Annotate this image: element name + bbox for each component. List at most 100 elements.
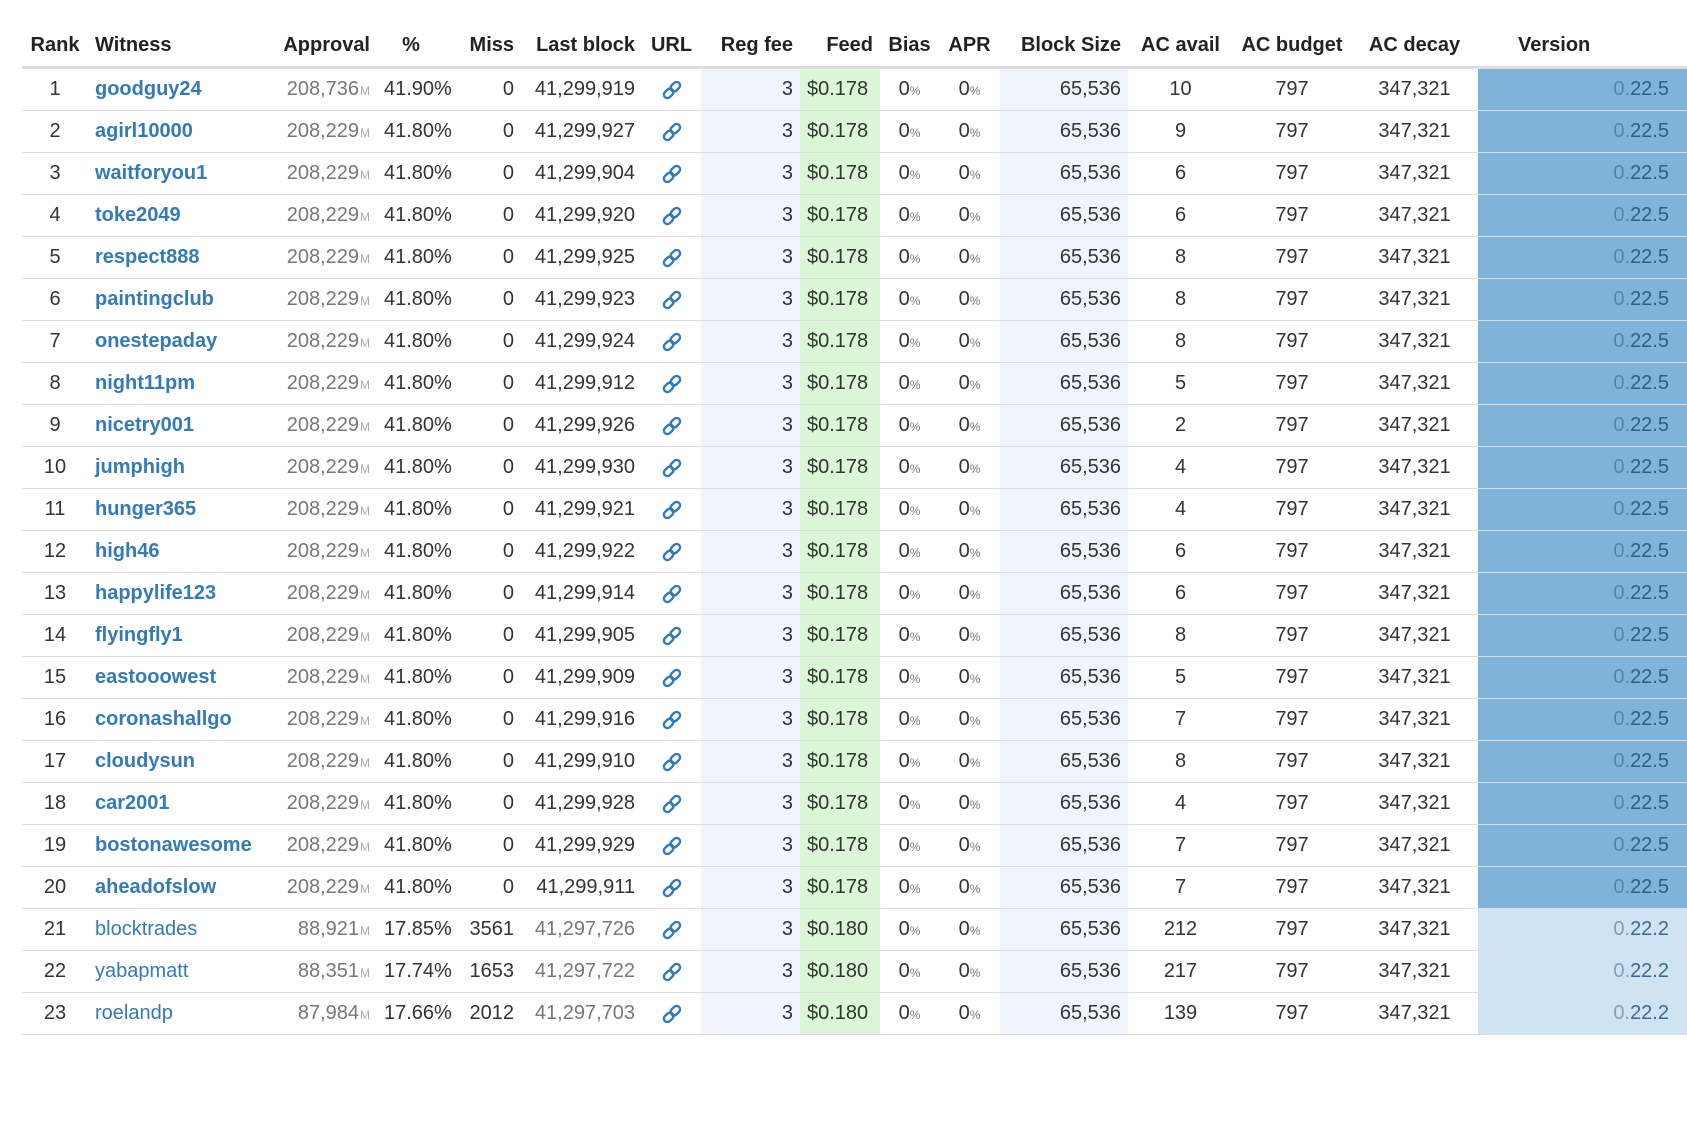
header-url[interactable]: URL [642, 24, 701, 69]
table-row: 22 yabapmatt 88,351M 17.74% 1653 41,297,… [22, 950, 1687, 993]
link-icon[interactable] [660, 414, 684, 438]
header-version[interactable]: Version [1478, 24, 1687, 69]
link-icon[interactable] [660, 792, 684, 816]
ac-avail-cell: 8 [1128, 278, 1233, 321]
witness-link[interactable]: waitforyou1 [95, 162, 208, 184]
table-row: 15 eastooowest 208,229M 41.80% 0 41,299,… [22, 656, 1687, 699]
apr-cell: 0% [939, 362, 1000, 405]
witness-link[interactable]: toke2049 [95, 204, 181, 226]
header-percent[interactable]: % [377, 24, 445, 69]
witness-link[interactable]: car2001 [95, 792, 170, 814]
witness-link[interactable]: high46 [95, 540, 160, 562]
link-icon[interactable] [660, 330, 684, 354]
header-ac-decay[interactable]: AC decay [1351, 24, 1478, 69]
header-reg-fee[interactable]: Reg fee [701, 24, 800, 69]
link-icon[interactable] [660, 120, 684, 144]
rank-cell: 7 [22, 320, 88, 363]
link-icon[interactable] [660, 666, 684, 690]
link-icon[interactable] [660, 246, 684, 270]
header-block-size[interactable]: Block Size [1000, 24, 1128, 69]
ac-budget-cell: 797 [1233, 404, 1351, 447]
link-icon[interactable] [660, 204, 684, 228]
header-apr[interactable]: APR [939, 24, 1000, 69]
witness-link[interactable]: coronashallgo [95, 708, 232, 730]
table-header: Rank Witness Approval % Miss Last block … [22, 24, 1687, 69]
miss-cell: 0 [445, 656, 521, 699]
witness-link[interactable]: roelandp [95, 1002, 173, 1024]
apr-value: 0 [958, 582, 970, 604]
header-witness[interactable]: Witness [88, 24, 268, 69]
link-icon[interactable] [660, 456, 684, 480]
link-icon[interactable] [660, 624, 684, 648]
witness-link[interactable]: blocktrades [95, 918, 198, 940]
header-ac-avail[interactable]: AC avail [1128, 24, 1233, 69]
witness-cell: nicetry001 [88, 404, 268, 447]
bias-unit: % [909, 294, 921, 308]
approval-value: 87,984 [297, 1002, 359, 1024]
link-icon[interactable] [660, 918, 684, 942]
witness-link[interactable]: bostonawesome [95, 834, 252, 856]
witness-link[interactable]: hunger365 [95, 498, 197, 520]
approval-unit: M [360, 168, 370, 182]
witness-link[interactable]: nicetry001 [95, 414, 194, 436]
table-row: 1 goodguy24 208,736M 41.90% 0 41,299,919… [22, 67, 1687, 111]
miss-cell: 0 [445, 782, 521, 825]
link-icon[interactable] [660, 960, 684, 984]
header-miss[interactable]: Miss [445, 24, 521, 69]
witness-table: Rank Witness Approval % Miss Last block … [22, 24, 1687, 1035]
witness-link[interactable]: agirl10000 [95, 120, 193, 142]
apr-cell: 0% [939, 278, 1000, 321]
bias-unit: % [909, 462, 921, 476]
header-feed[interactable]: Feed [800, 24, 880, 69]
link-icon[interactable] [660, 876, 684, 900]
ac-budget-cell: 797 [1233, 824, 1351, 867]
percent-cell: 17.85% [377, 908, 452, 951]
last-block-cell: 41,299,923 [521, 278, 642, 321]
version-cell: 0.22.2 [1478, 908, 1687, 951]
header-approval[interactable]: Approval [268, 24, 377, 69]
approval-unit: M [360, 210, 370, 224]
miss-cell: 0 [445, 572, 521, 615]
link-icon[interactable] [660, 288, 684, 312]
witness-link[interactable]: aheadofslow [95, 876, 217, 898]
miss-cell: 0 [445, 362, 521, 405]
header-bias[interactable]: Bias [880, 24, 939, 69]
witness-link[interactable]: onestepaday [95, 330, 218, 352]
link-icon[interactable] [660, 162, 684, 186]
witness-link[interactable]: flyingfly1 [95, 624, 183, 646]
witness-link[interactable]: jumphigh [95, 456, 185, 478]
link-icon[interactable] [660, 372, 684, 396]
apr-value: 0 [958, 246, 970, 268]
link-icon[interactable] [660, 540, 684, 564]
witness-link[interactable]: paintingclub [95, 288, 214, 310]
header-last-block[interactable]: Last block [521, 24, 642, 69]
version-cell: 0.22.5 [1478, 782, 1687, 825]
witness-link[interactable]: happylife123 [95, 582, 217, 604]
link-icon[interactable] [660, 498, 684, 522]
link-icon[interactable] [660, 708, 684, 732]
bias-unit: % [909, 924, 921, 938]
witness-link[interactable]: eastooowest [95, 666, 217, 688]
link-icon[interactable] [660, 1002, 684, 1026]
percent-cell: 41.80% [377, 110, 452, 153]
url-cell [642, 866, 701, 909]
ac-avail-cell: 6 [1128, 572, 1233, 615]
version-cell: 0.22.5 [1478, 488, 1687, 531]
link-icon[interactable] [660, 582, 684, 606]
witness-link[interactable]: respect888 [95, 246, 200, 268]
link-icon[interactable] [660, 750, 684, 774]
witness-link[interactable]: goodguy24 [95, 78, 202, 100]
header-rank[interactable]: Rank [22, 24, 88, 69]
link-icon[interactable] [660, 834, 684, 858]
version-minor: 22.5 [1630, 498, 1669, 520]
header-ac-budget[interactable]: AC budget [1233, 24, 1351, 69]
ac-budget-cell: 797 [1233, 488, 1351, 531]
witness-link[interactable]: cloudysun [95, 750, 196, 772]
witness-link[interactable]: yabapmatt [95, 960, 189, 982]
rank-cell: 21 [22, 908, 88, 951]
ac-decay-cell: 347,321 [1351, 908, 1478, 951]
bias-value: 0 [898, 624, 910, 646]
witness-link[interactable]: night11pm [95, 372, 196, 394]
link-icon[interactable] [660, 78, 684, 102]
bias-cell: 0% [880, 824, 939, 867]
